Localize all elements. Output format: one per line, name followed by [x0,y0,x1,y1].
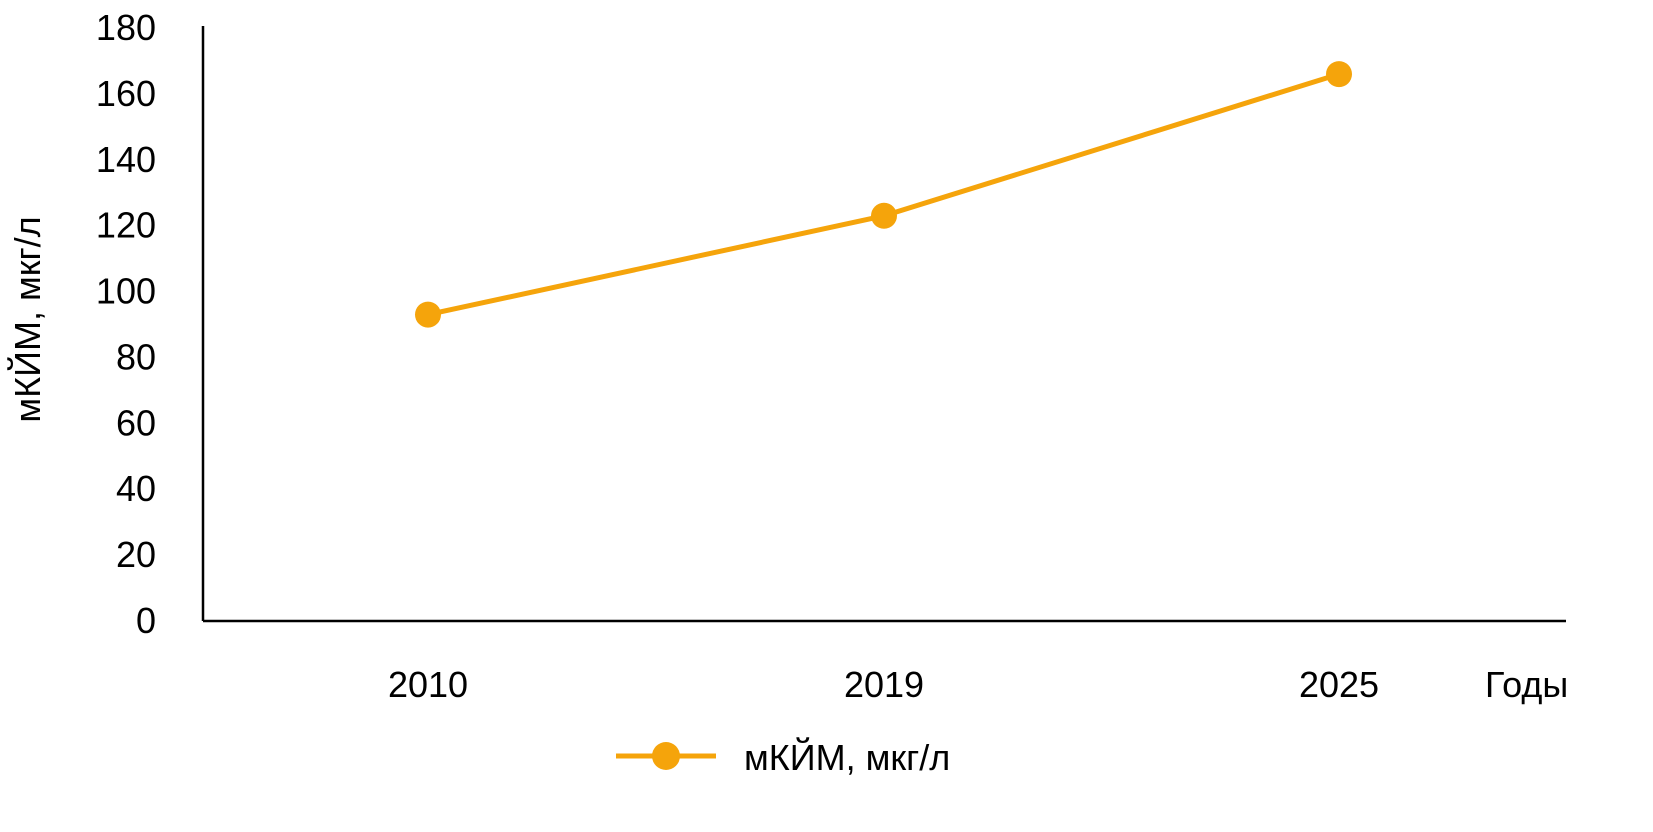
x-axis-title: Годы [1485,664,1568,705]
y-tick-label: 160 [96,73,156,114]
y-tick-label: 180 [96,7,156,48]
x-axis-ticks: 2010 2019 2025 [388,664,1379,705]
data-point [415,301,441,328]
data-point [871,202,897,229]
x-tick-label: 2019 [844,664,924,705]
x-tick-label: 2025 [1299,664,1379,705]
legend: мКЙМ, мкг/л [616,736,950,778]
y-axis-ticks: 0 20 40 60 80 100 120 140 160 180 [96,7,156,641]
legend-series-label: мКЙМ, мкг/л [744,736,950,778]
y-tick-label: 20 [116,534,156,575]
series-line [427,71,1340,318]
data-point [1326,61,1352,88]
y-tick-label: 60 [116,402,156,443]
y-tick-label: 80 [116,336,156,377]
series-layer [415,61,1352,328]
y-tick-label: 120 [96,205,156,246]
y-tick-label: 40 [116,468,156,509]
y-tick-label: 0 [136,600,156,641]
legend-marker-swatch [652,742,680,770]
y-tick-label: 100 [96,271,156,312]
y-tick-label: 140 [96,139,156,180]
y-axis-title: мКЙМ, мкг/л [6,216,48,422]
x-tick-label: 2010 [388,664,468,705]
